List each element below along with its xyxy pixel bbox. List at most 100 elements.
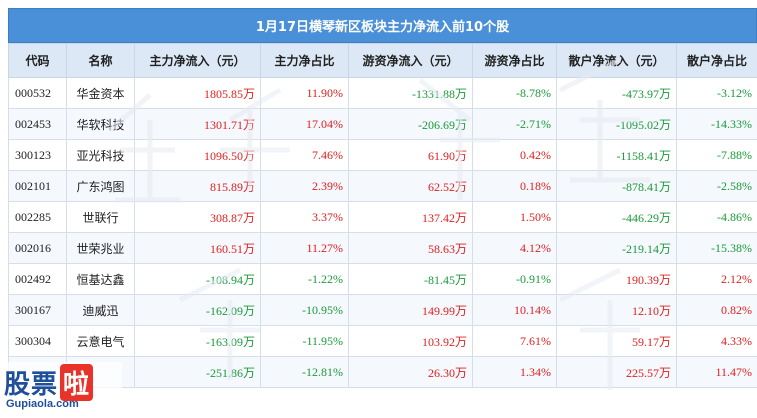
- cell-hot-pct: 10.14%: [472, 294, 557, 326]
- cell-hot-pct: 0.42%: [472, 139, 557, 171]
- cell-retail-pct: -15.38%: [676, 232, 757, 264]
- stock-code: 002492: [8, 263, 67, 295]
- cell-hot-pct: -2.71%: [472, 108, 557, 140]
- cell-main-in: 1096.50万: [134, 139, 261, 171]
- cell-retail-in: -1158.41万: [556, 139, 677, 171]
- stock-name: 世联行: [66, 201, 135, 233]
- cell-hot-in: 58.63万: [348, 232, 473, 264]
- stock-name: 亚光科技: [66, 139, 135, 171]
- stock-code: 002285: [8, 201, 67, 233]
- cell-main-pct: 2.39%: [260, 170, 349, 202]
- cell-retail-in: 225.57万: [556, 356, 677, 388]
- cell-hot-in: -206.69万: [348, 108, 473, 140]
- cell-main-in: -108.94万: [134, 263, 261, 295]
- cell-retail-pct: 2.12%: [676, 263, 757, 295]
- logo-mark: 股票啦: [4, 364, 94, 401]
- cell-retail-in: -878.41万: [556, 170, 677, 202]
- fund-flow-panel: 1月17日横琴新区板块主力净流入前10个股 代码 名称 主力净流入（元） 主力净…: [8, 8, 757, 410]
- column-header-row: 代码 名称 主力净流入（元） 主力净占比 游资净流入（元） 游资净占比 散户净流…: [8, 43, 757, 78]
- fund-flow-table: 代码 名称 主力净流入（元） 主力净占比 游资净流入（元） 游资净占比 散户净流…: [8, 43, 757, 388]
- cell-hot-in: 26.30万: [348, 356, 473, 388]
- table-row: 300167 迪威迅 -162.09万 -10.95% 149.99万 10.14% 12.…: [8, 294, 757, 326]
- cell-hot-in: 62.52万: [348, 170, 473, 202]
- cell-retail-in: 59.17万: [556, 325, 677, 357]
- cell-retail-pct: -7.88%: [676, 139, 757, 171]
- cell-main-pct: 3.37%: [260, 201, 349, 233]
- stock-code: 002101: [8, 170, 67, 202]
- cell-retail-pct: -2.58%: [676, 170, 757, 202]
- stock-code: 300304: [8, 325, 67, 357]
- cell-main-pct: 17.04%: [260, 108, 349, 140]
- stock-name: 广东鸿图: [66, 170, 135, 202]
- cell-hot-in: 137.42万: [348, 201, 473, 233]
- col-header-main-pct: 主力净占比: [260, 43, 349, 78]
- cell-retail-pct: -3.12%: [676, 77, 757, 109]
- col-header-main-inflow: 主力净流入（元）: [134, 43, 261, 78]
- cell-hot-pct: 1.34%: [472, 356, 557, 388]
- cell-hot-in: 103.92万: [348, 325, 473, 357]
- cell-main-in: -251.86万: [134, 356, 261, 388]
- stock-name: 恒基达鑫: [66, 263, 135, 295]
- col-header-code: 代码: [8, 43, 67, 78]
- cell-hot-in: -81.45万: [348, 263, 473, 295]
- cell-main-in: -162.09万: [134, 294, 261, 326]
- cell-hot-pct: -0.91%: [472, 263, 557, 295]
- cell-retail-in: 190.39万: [556, 263, 677, 295]
- cell-retail-pct: -4.86%: [676, 201, 757, 233]
- cell-main-pct: -10.95%: [260, 294, 349, 326]
- cell-main-pct: -11.95%: [260, 325, 349, 357]
- table-row: 002101 广东鸿图 815.89万 2.39% 62.52万 0.18% -878.41…: [8, 170, 757, 202]
- cell-main-pct: 11.90%: [260, 77, 349, 109]
- cell-hot-pct: 0.18%: [472, 170, 557, 202]
- cell-main-in: -163.09万: [134, 325, 261, 357]
- cell-retail-in: -219.14万: [556, 232, 677, 264]
- table-row: 000532 华金资本 1805.85万 11.90% -1331.88万 -8.78% -…: [8, 77, 757, 109]
- cell-hot-pct: 1.50%: [472, 201, 557, 233]
- stock-code: 002453: [8, 108, 67, 140]
- stock-name: 华软科技: [66, 108, 135, 140]
- cell-main-in: 815.89万: [134, 170, 261, 202]
- cell-main-in: 1805.85万: [134, 77, 261, 109]
- table-title: 1月17日横琴新区板块主力净流入前10个股: [8, 8, 757, 43]
- col-header-retail-pct: 散户净占比: [676, 43, 757, 78]
- logo-url: Gupiaola.com: [6, 398, 79, 410]
- table-row: 002492 恒基达鑫 -108.94万 -1.22% -81.45万 -0.91% 190…: [8, 263, 757, 295]
- stock-code: 000532: [8, 77, 67, 109]
- cell-retail-in: -446.29万: [556, 201, 677, 233]
- cell-hot-in: -1331.88万: [348, 77, 473, 109]
- table-row: 300304 云意电气 -163.09万 -11.95% 103.92万 7.61% 59.…: [8, 325, 757, 357]
- cell-hot-pct: -8.78%: [472, 77, 557, 109]
- stock-name: 云意电气: [66, 325, 135, 357]
- stock-code: 300123: [8, 139, 67, 171]
- cell-main-in: 160.51万: [134, 232, 261, 264]
- cell-hot-pct: 7.61%: [472, 325, 557, 357]
- gupiaola-logo: 股票啦 Gupiaola.com: [2, 362, 122, 418]
- cell-retail-pct: -14.33%: [676, 108, 757, 140]
- table-row: 002453 华软科技 1301.71万 17.04% -206.69万 -2.71% -1…: [8, 108, 757, 140]
- col-header-name: 名称: [66, 43, 135, 78]
- cell-hot-pct: 4.12%: [472, 232, 557, 264]
- cell-retail-pct: 0.82%: [676, 294, 757, 326]
- col-header-retail-inflow: 散户净流入（元）: [556, 43, 677, 78]
- cell-main-in: 308.87万: [134, 201, 261, 233]
- cell-retail-in: -473.97万: [556, 77, 677, 109]
- stock-name: 华金资本: [66, 77, 135, 109]
- cell-retail-pct: 11.47%: [676, 356, 757, 388]
- table-row: 002016 世荣兆业 160.51万 11.27% 58.63万 4.12% -219.1…: [8, 232, 757, 264]
- stock-code: 300167: [8, 294, 67, 326]
- cell-retail-in: 12.10万: [556, 294, 677, 326]
- cell-main-pct: 11.27%: [260, 232, 349, 264]
- stock-name: 世荣兆业: [66, 232, 135, 264]
- cell-retail-in: -1095.02万: [556, 108, 677, 140]
- table-row: 300123 亚光科技 1096.50万 7.46% 61.90万 0.42% -1158.…: [8, 139, 757, 171]
- cell-retail-pct: 4.33%: [676, 325, 757, 357]
- col-header-hot-pct: 游资净占比: [472, 43, 557, 78]
- table-row: 002285 世联行 308.87万 3.37% 137.42万 1.50% -446.29…: [8, 201, 757, 233]
- cell-main-pct: -1.22%: [260, 263, 349, 295]
- stock-name: 迪威迅: [66, 294, 135, 326]
- stock-code: 002016: [8, 232, 67, 264]
- cell-hot-in: 61.90万: [348, 139, 473, 171]
- cell-hot-in: 149.99万: [348, 294, 473, 326]
- cell-main-in: 1301.71万: [134, 108, 261, 140]
- cell-main-pct: -12.81%: [260, 356, 349, 388]
